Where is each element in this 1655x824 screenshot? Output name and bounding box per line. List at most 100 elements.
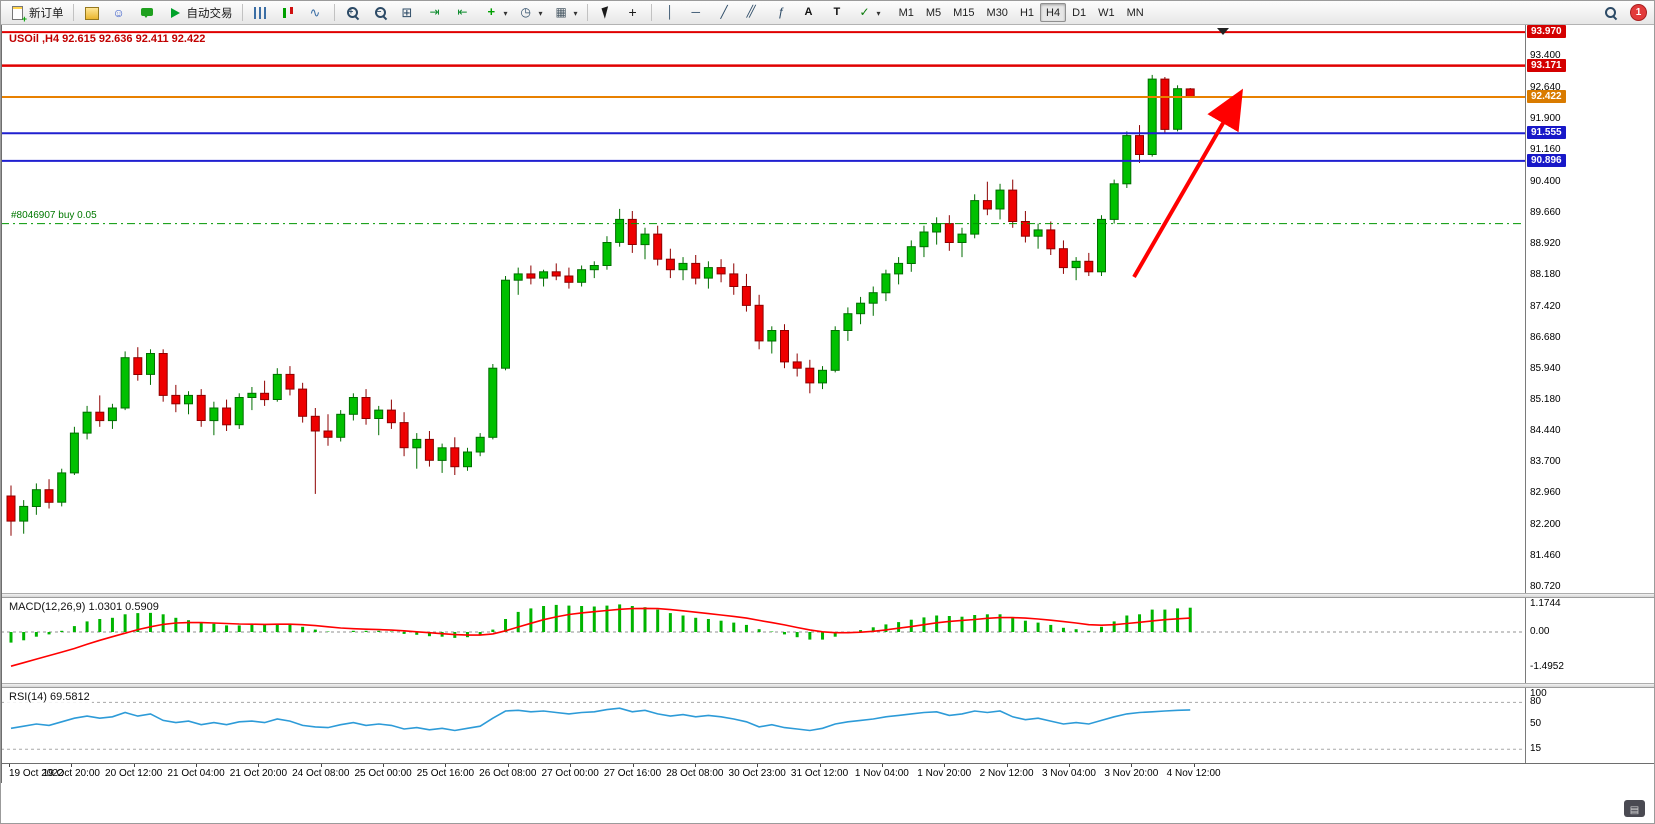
chat-icon <box>139 5 156 21</box>
candle-body <box>158 353 168 396</box>
trade-open-label: #8046907 buy 0.05 <box>11 210 97 221</box>
price-scale[interactable]: 93.400 92.640 91.900 91.160 90.400 89.660 88.9… <box>1525 25 1654 593</box>
candle-body <box>196 394 206 421</box>
price-tick-label: 85.940 <box>1530 362 1561 374</box>
fibonacci-button[interactable] <box>768 2 795 23</box>
chart-shift-button[interactable] <box>451 2 478 23</box>
vertical-line-button[interactable] <box>656 2 683 23</box>
timeframe-m30-button[interactable]: M30 <box>981 3 1014 22</box>
object-anchor-icon <box>1217 28 1229 35</box>
new-order-button[interactable]: 新订单 <box>4 2 69 24</box>
auto-trading-button[interactable]: 自动交易 <box>162 2 238 23</box>
arrows-button[interactable] <box>852 2 886 23</box>
new-order-label: 新订单 <box>29 7 64 20</box>
timeframe-m15-button[interactable]: M15 <box>947 3 980 22</box>
text-label-button[interactable] <box>824 2 851 23</box>
chevron-down-icon <box>539 7 543 19</box>
timeframe-h4-button[interactable]: H4 <box>1040 3 1067 22</box>
macd-plot-area[interactable]: MACD(12,26,9) 1.0301 0.5909 <box>1 598 1525 683</box>
notification-badge[interactable]: 1 <box>1630 4 1647 21</box>
time-axis-tick <box>71 764 73 767</box>
crosshair-button[interactable] <box>620 2 647 23</box>
candle-body <box>653 233 663 260</box>
trendline-button[interactable] <box>712 2 739 23</box>
candle-body <box>247 392 257 398</box>
time-axis-tick <box>196 764 198 767</box>
chart-plot-area[interactable]: USOil ,H4 92.615 92.636 92.411 92.422 #8… <box>1 25 1525 593</box>
auto-trading-label: 自动交易 <box>186 7 233 20</box>
zoom-in-button[interactable] <box>339 2 366 23</box>
search-button[interactable] <box>1597 2 1624 23</box>
panel-splitter[interactable] <box>1 593 1654 598</box>
price-tick-label: 84.440 <box>1530 425 1561 437</box>
chevron-down-icon <box>574 7 578 19</box>
indicators-button[interactable] <box>479 2 513 23</box>
panel-splitter[interactable] <box>1 683 1654 688</box>
candle-body <box>932 223 942 233</box>
auto-scroll-icon <box>428 5 445 21</box>
price-tick-label: 88.920 <box>1530 237 1561 249</box>
candle-body <box>577 269 587 283</box>
timeframe-m5-button[interactable]: M5 <box>920 3 947 22</box>
price-tick-label: 91.900 <box>1530 112 1561 124</box>
candle-body <box>881 273 891 294</box>
candle-body <box>1071 260 1081 269</box>
time-axis-tick <box>383 764 385 767</box>
trend-arrow[interactable] <box>1132 88 1244 279</box>
cursor-button[interactable] <box>592 2 619 23</box>
timeframe-m1-button[interactable]: M1 <box>893 3 920 22</box>
text-label-icon <box>829 5 846 21</box>
candle-body <box>107 407 117 422</box>
macd-label: MACD(12,26,9) <box>9 601 86 613</box>
periods-button[interactable] <box>514 2 548 23</box>
rsi-tick-label: 50 <box>1530 718 1542 729</box>
candle-body <box>703 267 713 279</box>
market-watch-icon <box>83 5 100 21</box>
navigator-button[interactable] <box>106 2 133 23</box>
rsi-scale[interactable]: 100 80 50 15 <box>1525 688 1654 763</box>
clock-icon <box>519 5 536 21</box>
price-tick-label: 83.700 <box>1530 456 1561 468</box>
bar-chart-button[interactable] <box>247 2 274 23</box>
candle-body <box>310 415 320 432</box>
rsi-plot-area[interactable]: RSI(14) 69.5812 <box>1 688 1525 763</box>
chevron-down-icon <box>504 7 508 19</box>
tile-windows-button[interactable] <box>395 2 422 23</box>
candle-body <box>1008 189 1018 223</box>
templates-button[interactable] <box>549 2 583 23</box>
auto-scroll-button[interactable] <box>423 2 450 23</box>
timeframe-mn-button[interactable]: MN <box>1121 3 1150 22</box>
time-axis-label: 28 Oct 08:00 <box>666 768 724 779</box>
time-axis[interactable]: 19 Oct 2022 19 Oct 20:00 20 Oct 12:00 21 Oc… <box>1 763 1654 782</box>
time-axis-tick <box>632 764 634 767</box>
terminal-button[interactable] <box>134 2 161 23</box>
timeframe-h1-button[interactable]: H1 <box>1014 3 1040 22</box>
channel-button[interactable] <box>740 2 767 23</box>
chart-shift-icon <box>456 5 473 21</box>
candle-body <box>564 275 574 283</box>
line-chart-button[interactable] <box>303 2 330 23</box>
corner-widget[interactable] <box>1624 800 1645 817</box>
macd-tick-label: -1.4952 <box>1530 661 1564 673</box>
zoom-out-button[interactable] <box>367 2 394 23</box>
time-axis-tick <box>320 764 322 767</box>
timeframe-w1-button[interactable]: W1 <box>1092 3 1121 22</box>
horizontal-line-button[interactable] <box>684 2 711 23</box>
candle-body <box>602 242 612 266</box>
text-button[interactable] <box>796 2 823 23</box>
macd-scale[interactable]: 1.1744 0.00 -1.4952 <box>1525 598 1654 683</box>
candle-body <box>272 373 282 400</box>
corner-icon <box>1630 800 1639 818</box>
candle-body <box>450 447 460 468</box>
market-watch-button[interactable] <box>78 2 105 23</box>
candlestick-chart-button[interactable] <box>275 2 302 23</box>
toolbar-separator <box>586 4 588 21</box>
candle-body <box>209 407 219 422</box>
candle-body <box>120 357 130 409</box>
candle-body <box>919 231 929 248</box>
candle-body <box>754 304 764 342</box>
candle-body <box>830 330 840 371</box>
timeframe-d1-button[interactable]: D1 <box>1066 3 1092 22</box>
